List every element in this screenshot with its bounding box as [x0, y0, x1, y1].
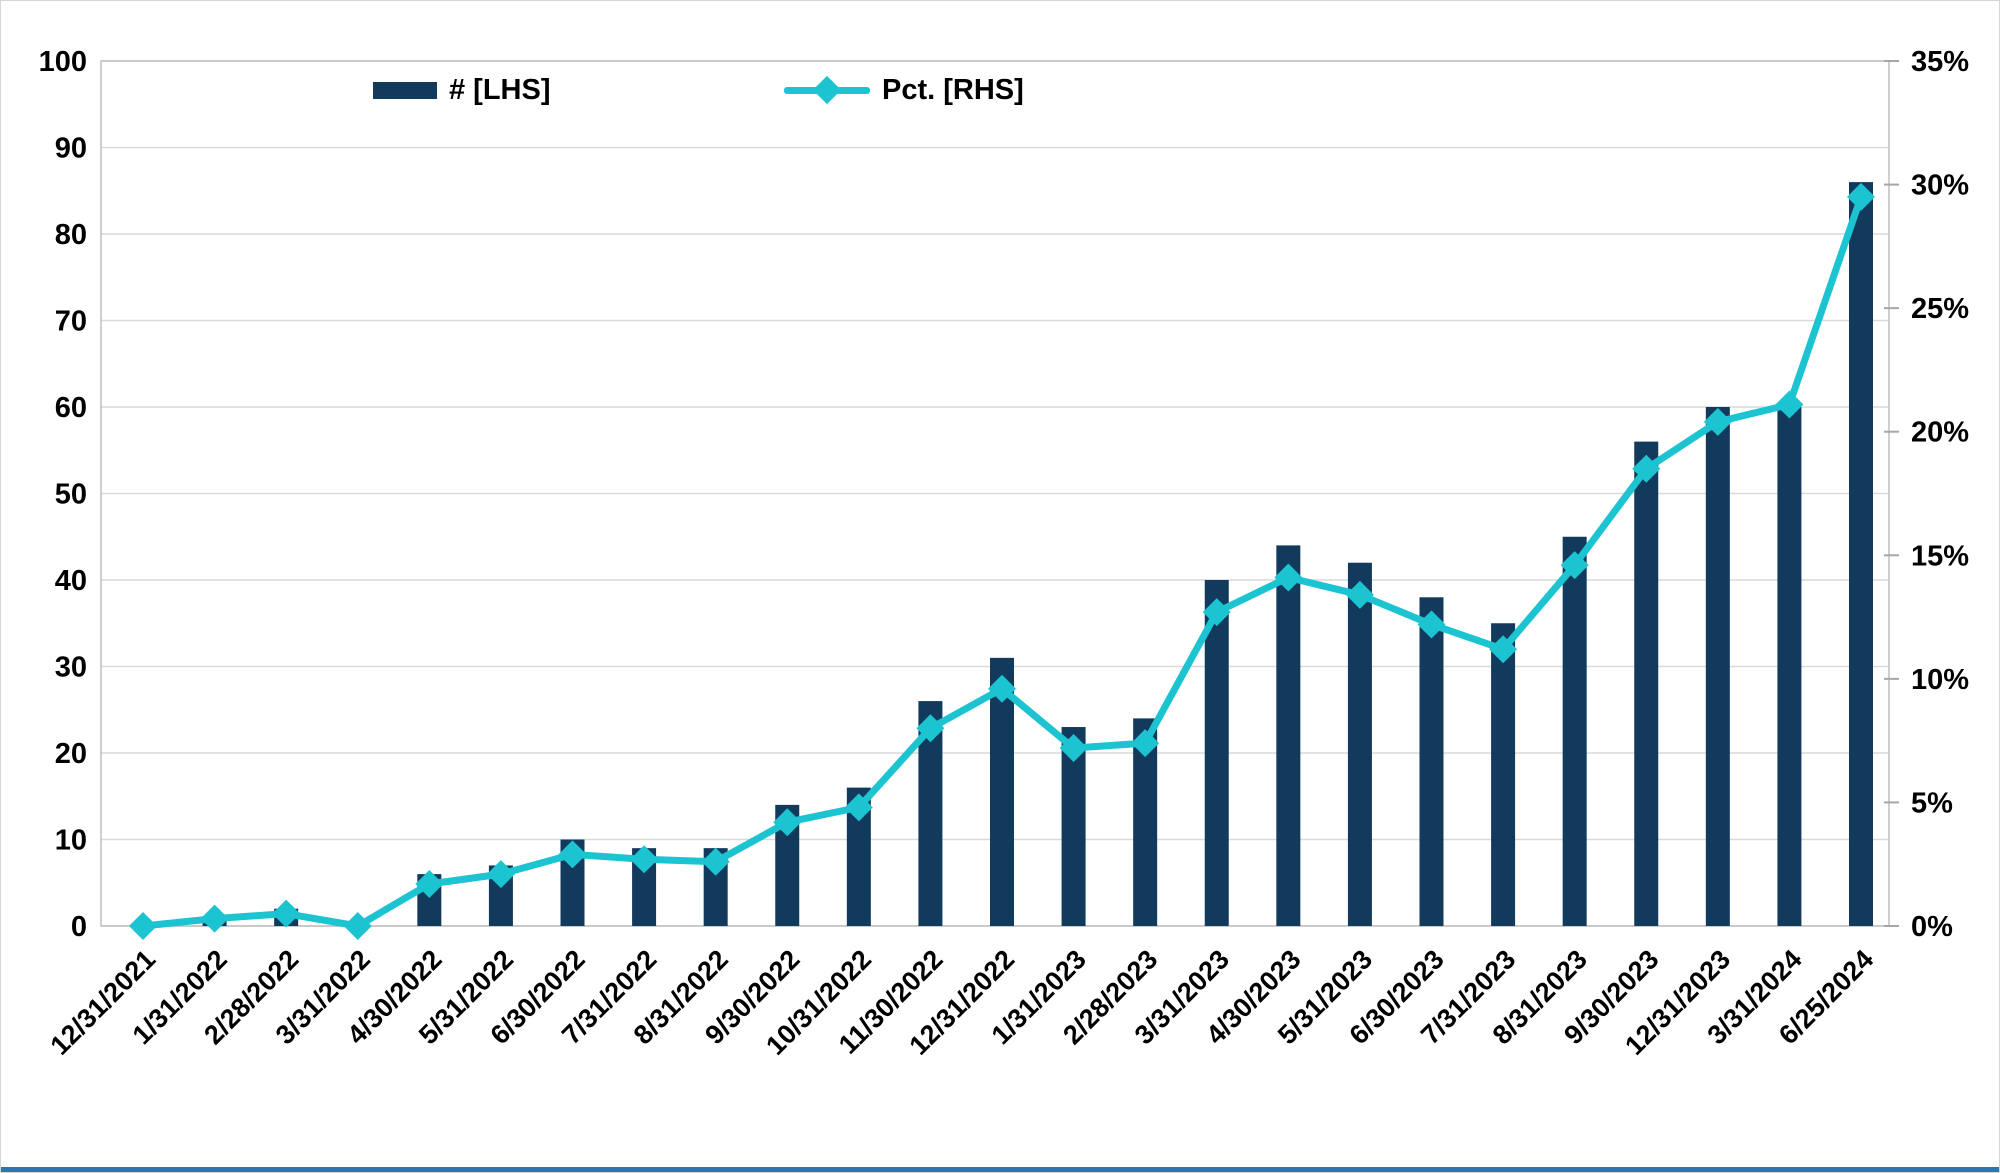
right-axis-tick-label: 20% [1911, 417, 1969, 449]
right-axis-tick-label: 35% [1911, 46, 1969, 78]
diamond-marker-4/30/2022 [415, 869, 444, 898]
left-axis-tick-label: 0 [71, 911, 87, 943]
diamond-marker-10/31/2022 [844, 793, 873, 822]
diamond-marker-9/30/2023 [1632, 454, 1661, 483]
diamond-marker-5/31/2022 [486, 860, 515, 889]
left-axis-tick-label: 60 [55, 392, 87, 424]
diamond-marker-1/31/2022 [200, 904, 229, 933]
left-axis-tick-label: 80 [55, 219, 87, 251]
bar-8/31/2023 [1562, 536, 1587, 926]
diamond-marker-8/31/2023 [1560, 551, 1589, 580]
diamond-marker-2/28/2023 [1131, 729, 1160, 758]
bar-5/31/2023 [1347, 562, 1372, 926]
bar-7/31/2023 [1491, 623, 1516, 926]
left-axis-tick-label: 40 [55, 565, 87, 597]
diamond-marker-9/30/2022 [773, 808, 802, 837]
bar-6/30/2023 [1419, 597, 1444, 926]
diamond-marker-3/31/2022 [343, 912, 372, 940]
left-axis-tick-label: 90 [55, 133, 87, 165]
right-axis-tick-label: 15% [1911, 540, 1969, 572]
bar-4/30/2023 [1276, 545, 1301, 926]
left-axis-tick-label: 50 [55, 479, 87, 511]
diamond-marker-11/30/2022 [916, 714, 945, 743]
diamond-marker-7/31/2022 [630, 845, 659, 874]
right-axis-tick-label: 10% [1911, 664, 1969, 696]
diamond-marker-4/30/2023 [1274, 563, 1303, 592]
diamond-marker-2/28/2022 [272, 899, 301, 928]
bar-12/31/2023 [1705, 407, 1730, 926]
bar-3/31/2023 [1204, 580, 1229, 926]
diamond-marker-3/31/2024 [1775, 390, 1804, 419]
diamond-marker-3/31/2023 [1202, 598, 1231, 627]
right-axis-tick-label: 0% [1911, 911, 1953, 943]
bottom-accent-bar [1, 1167, 1999, 1172]
bar-3/31/2024 [1777, 407, 1802, 926]
left-axis-tick-label: 70 [55, 306, 87, 338]
diamond-marker-12/31/2021 [129, 912, 157, 940]
bar-6/25/2024 [1849, 182, 1873, 927]
diamond-marker-7/31/2023 [1489, 635, 1518, 664]
diamond-marker-12/31/2022 [988, 674, 1016, 703]
left-axis-tick-label: 10 [55, 825, 87, 857]
left-axis-tick-label: 100 [39, 46, 87, 78]
diamond-marker-1/31/2023 [1059, 734, 1088, 763]
diamond-marker-5/31/2023 [1345, 580, 1374, 609]
left-axis-tick-label: 30 [55, 652, 87, 684]
diamond-marker-12/31/2023 [1703, 407, 1732, 436]
right-axis-tick-label: 30% [1911, 170, 1969, 202]
right-axis-tick-label: 25% [1911, 293, 1969, 325]
right-axis-tick-label: 5% [1911, 787, 1953, 819]
diamond-marker-6/30/2023 [1417, 610, 1446, 639]
diamond-marker-6/30/2022 [558, 840, 587, 869]
diamond-marker-8/31/2022 [701, 847, 730, 876]
bar-9/30/2023 [1634, 441, 1659, 926]
left-axis-tick-label: 20 [55, 738, 87, 770]
diamond-marker-6/25/2024 [1847, 182, 1875, 211]
